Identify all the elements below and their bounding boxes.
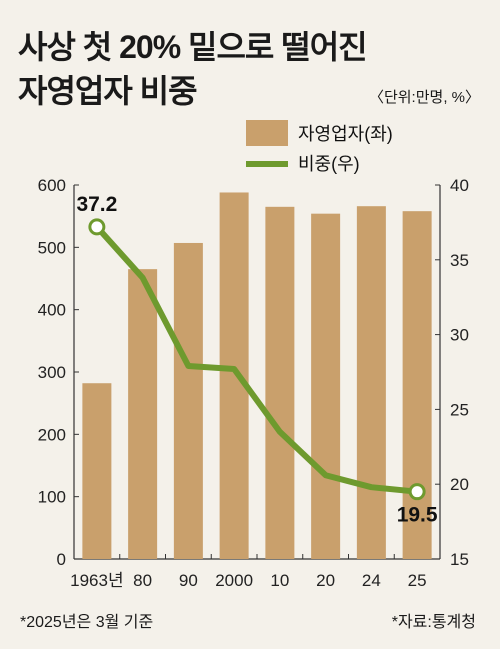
y-left-tick-label: 600 [38, 176, 66, 195]
bar [311, 213, 341, 559]
x-tick-label: 1963년 [70, 571, 123, 590]
y-left-tick-label: 500 [38, 238, 66, 257]
bar [356, 206, 386, 559]
bar [128, 269, 158, 559]
source-note: *자료:통계청 [391, 614, 476, 631]
x-tick-label: 90 [179, 571, 198, 590]
legend-label-bar: 자영업자(좌) [298, 124, 393, 144]
bar [219, 192, 249, 560]
data-label: 19.5 [397, 504, 438, 527]
y-left-tick-label: 0 [57, 550, 66, 569]
y-left-tick-label: 300 [38, 363, 66, 382]
chart-title-line-2: 자영업자 비중 [18, 73, 198, 109]
line-point [88, 218, 106, 236]
y-right-tick-label: 35 [450, 251, 469, 270]
legend-label-line: 비중(우) [298, 154, 360, 174]
y-left-tick-label: 100 [38, 488, 66, 507]
unit-note: 〈단위:만명, %〉 [368, 89, 480, 106]
bar [173, 242, 203, 559]
y-left-tick-label: 200 [38, 425, 66, 444]
x-tick-label: 80 [133, 571, 152, 590]
data-label: 37.2 [76, 193, 117, 216]
line-point [408, 483, 426, 501]
y-right-tick-label: 25 [450, 400, 469, 419]
chart-title-line-1: 사상 첫 20% 밑으로 떨어진 [18, 29, 368, 65]
x-tick-label: 24 [362, 571, 381, 590]
footnote: *2025년은 3월 기준 [20, 614, 154, 631]
x-tick-label: 10 [270, 571, 289, 590]
bar [265, 206, 295, 560]
y-right-tick-label: 40 [450, 176, 469, 195]
y-right-tick-label: 20 [450, 475, 469, 494]
legend-swatch-bar [246, 120, 288, 146]
bar [82, 383, 112, 559]
y-right-tick-label: 15 [450, 550, 469, 569]
x-tick-label: 25 [408, 571, 427, 590]
bar [402, 211, 432, 559]
series-line [93, 223, 421, 495]
x-tick-label: 2000 [215, 571, 253, 590]
y-left-tick-label: 400 [38, 301, 66, 320]
y-right-tick-label: 30 [450, 326, 469, 345]
x-tick-label: 20 [316, 571, 335, 590]
